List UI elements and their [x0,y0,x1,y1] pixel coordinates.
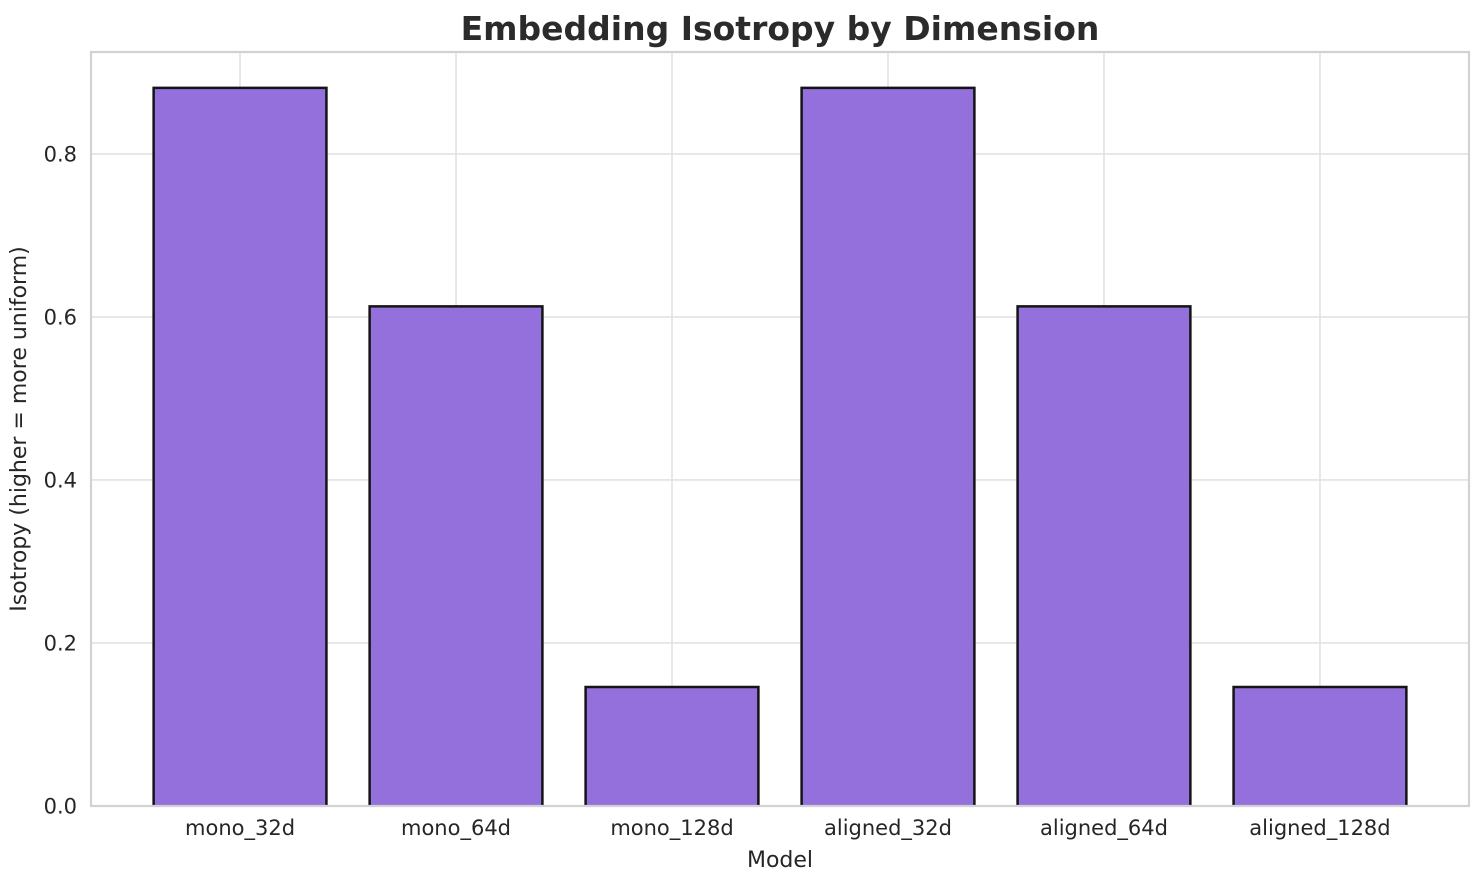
y-tick-label: 0.0 [44,795,77,819]
x-tick-label: aligned_32d [824,816,952,841]
bar-mono_32d [153,87,327,806]
y-tick-label: 0.2 [44,631,77,655]
bar-edge-mono_32d [152,86,328,806]
bar-edge-aligned_128d [1232,685,1408,806]
x-tick-label: aligned_128d [1249,816,1390,841]
bar-edge-aligned_64d [1016,305,1192,806]
bar-edge-mono_64d [368,305,544,806]
axes-spines [89,50,1471,808]
y-tick-labels: 0.0 0.2 0.4 0.6 0.8 [44,142,77,818]
bar-edge-mono_128d [584,685,760,806]
bar-mono_128d [585,686,759,806]
x-tick-label: mono_128d [610,816,733,841]
y-tick-label: 0.8 [44,142,77,166]
bar-mono_64d [369,306,543,806]
bar-aligned_32d [801,87,975,806]
chart-title: Embedding Isotropy by Dimension [461,9,1100,48]
bar-aligned_64d [1017,306,1191,806]
y-tick-label: 0.6 [44,305,77,329]
bar-edge-aligned_32d [800,86,976,806]
y-tick-label: 0.4 [44,468,77,492]
x-axis-label: Model [747,848,813,873]
x-tick-label: aligned_64d [1040,816,1168,841]
bar-aligned_128d [1233,686,1407,806]
plot-border [89,50,1471,808]
bars-layer [152,86,1408,806]
x-tick-label: mono_64d [401,816,511,841]
y-axis-label: Isotropy (higher = more uniform) [7,246,32,611]
x-tick-labels: mono_32d mono_64d mono_128d aligned_32d alig… [185,816,1391,841]
x-tick-label: mono_32d [185,816,295,841]
